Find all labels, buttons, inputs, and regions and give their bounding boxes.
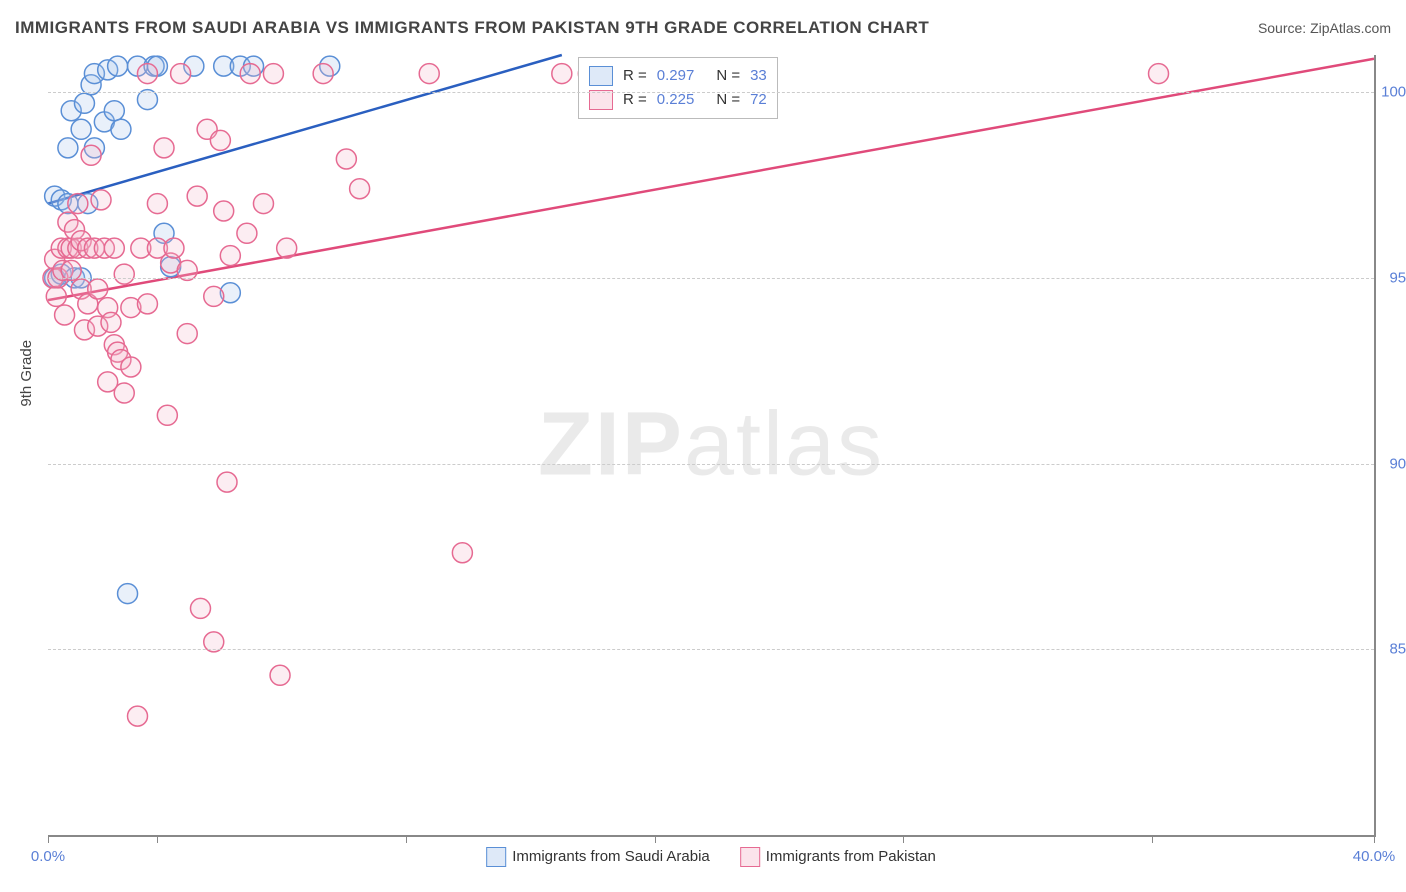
point-pakistan	[147, 194, 167, 214]
point-pakistan	[419, 64, 439, 84]
legend-n-label: N =	[716, 64, 740, 88]
point-pakistan	[68, 194, 88, 214]
point-saudi	[74, 93, 94, 113]
point-pakistan	[104, 238, 124, 258]
series-legend: Immigrants from Saudi Arabia Immigrants f…	[486, 847, 936, 867]
x-tick	[903, 835, 904, 843]
point-pakistan	[154, 138, 174, 158]
chart-source: Source: ZipAtlas.com	[1258, 20, 1391, 36]
x-tick	[1152, 835, 1153, 843]
point-pakistan	[263, 64, 283, 84]
point-pakistan	[81, 145, 101, 165]
point-pakistan	[452, 543, 472, 563]
point-pakistan	[128, 706, 148, 726]
point-pakistan	[88, 279, 108, 299]
legend-swatch-icon	[589, 66, 613, 86]
chart-header: IMMIGRANTS FROM SAUDI ARABIA VS IMMIGRAN…	[15, 18, 1391, 38]
point-pakistan	[190, 598, 210, 618]
point-pakistan	[121, 357, 141, 377]
y-tick-label: 95.0%	[1380, 269, 1406, 286]
point-pakistan	[350, 179, 370, 199]
point-pakistan	[187, 186, 207, 206]
point-pakistan	[277, 238, 297, 258]
legend-r-label: R =	[623, 64, 647, 88]
x-tick	[1374, 835, 1375, 843]
series-name: Immigrants from Pakistan	[766, 848, 936, 865]
point-pakistan	[336, 149, 356, 169]
x-tick	[157, 835, 158, 843]
point-pakistan	[253, 194, 273, 214]
point-saudi	[71, 119, 91, 139]
gridline	[48, 278, 1374, 279]
point-pakistan	[552, 64, 572, 84]
chart-svg	[48, 55, 1374, 835]
point-pakistan	[177, 324, 197, 344]
point-pakistan	[217, 472, 237, 492]
series-legend-item-saudi: Immigrants from Saudi Arabia	[486, 847, 710, 867]
point-pakistan	[46, 286, 66, 306]
point-pakistan	[164, 238, 184, 258]
point-pakistan	[270, 665, 290, 685]
point-pakistan	[137, 294, 157, 314]
point-pakistan	[157, 405, 177, 425]
point-saudi	[111, 119, 131, 139]
gridline	[48, 464, 1374, 465]
point-saudi	[108, 56, 128, 76]
point-pakistan	[220, 246, 240, 266]
point-saudi	[118, 584, 138, 604]
legend-row-saudi: R = 0.297 N = 33	[589, 64, 767, 88]
point-pakistan	[210, 130, 230, 150]
legend-n-value: 33	[750, 64, 767, 88]
point-saudi	[58, 138, 78, 158]
point-pakistan	[171, 64, 191, 84]
point-saudi	[104, 101, 124, 121]
y-tick-label: 100.0%	[1380, 84, 1406, 101]
x-tick	[406, 835, 407, 843]
point-pakistan	[91, 190, 111, 210]
point-pakistan	[237, 223, 257, 243]
series-swatch-icon	[740, 847, 760, 867]
series-legend-item-pakistan: Immigrants from Pakistan	[740, 847, 936, 867]
x-tick	[48, 835, 49, 843]
gridline	[48, 92, 1374, 93]
series-name: Immigrants from Saudi Arabia	[512, 848, 710, 865]
point-pakistan	[55, 305, 75, 325]
point-pakistan	[204, 286, 224, 306]
series-swatch-icon	[486, 847, 506, 867]
y-tick-label: 85.0%	[1380, 641, 1406, 658]
point-pakistan	[214, 201, 234, 221]
y-axis-title: 9th Grade	[18, 340, 35, 407]
x-tick-label: 40.0%	[1353, 848, 1396, 865]
point-pakistan	[114, 264, 134, 284]
point-pakistan	[240, 64, 260, 84]
point-pakistan	[1149, 64, 1169, 84]
y-tick-label: 90.0%	[1380, 455, 1406, 472]
point-pakistan	[114, 383, 134, 403]
point-pakistan	[313, 64, 333, 84]
plot-area: ZIPatlas R = 0.297N = 33R = 0.225N = 72 …	[48, 55, 1376, 837]
x-tick-label: 0.0%	[31, 848, 65, 865]
gridline	[48, 649, 1374, 650]
point-pakistan	[137, 64, 157, 84]
legend-r-value: 0.297	[657, 64, 695, 88]
point-pakistan	[101, 312, 121, 332]
x-tick	[655, 835, 656, 843]
chart-title: IMMIGRANTS FROM SAUDI ARABIA VS IMMIGRAN…	[15, 18, 929, 38]
regression-legend: R = 0.297N = 33R = 0.225N = 72	[578, 57, 778, 119]
